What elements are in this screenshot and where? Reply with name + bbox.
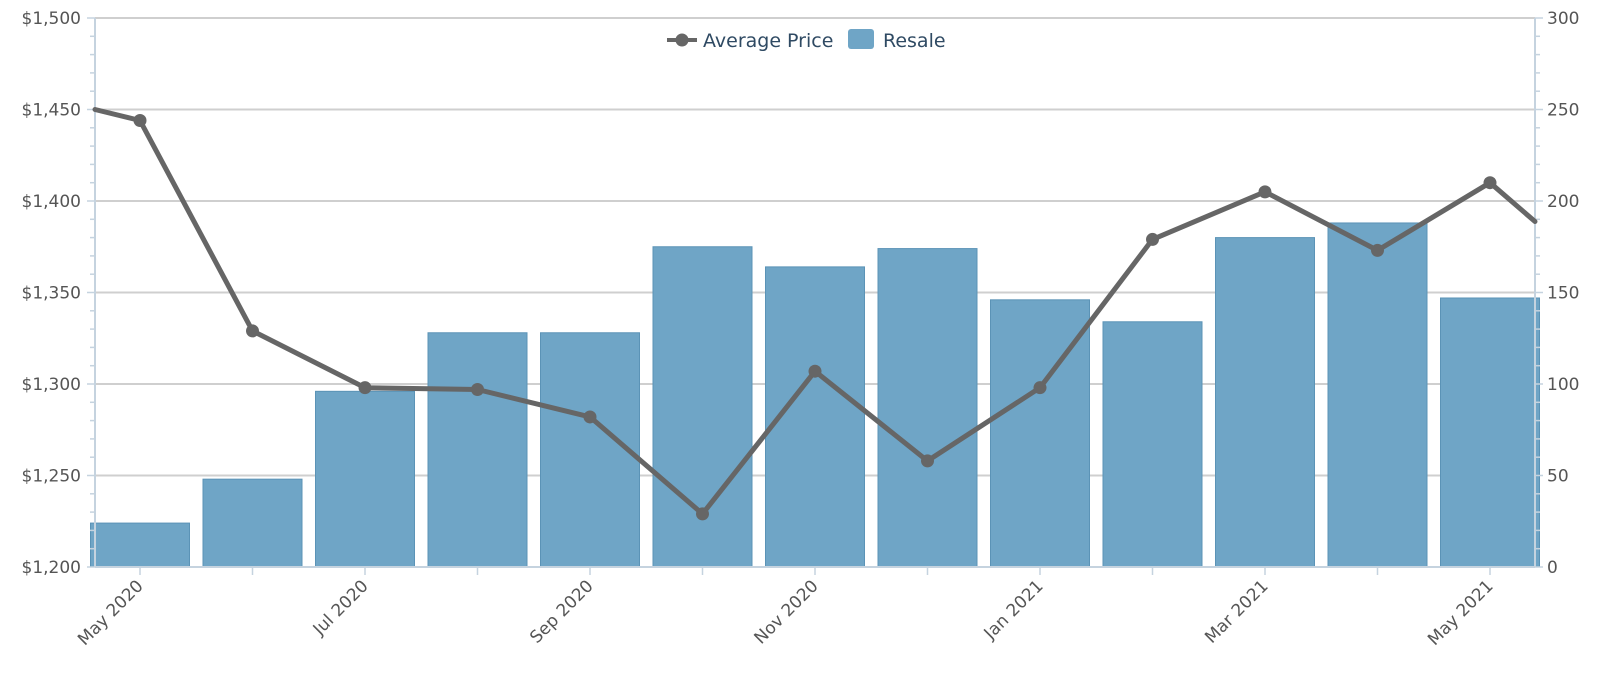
resale-bar — [427, 332, 528, 568]
y-left-tick-label: $1,350 — [22, 284, 81, 304]
resale-bar — [202, 478, 303, 568]
average-price-point — [921, 454, 934, 468]
y-right-tick-label: 250 — [1547, 101, 1579, 121]
resale-bar — [1215, 237, 1315, 568]
resale-bar — [1327, 222, 1428, 568]
legend-item-resale[interactable]: Resale — [848, 29, 946, 52]
average-price-point — [808, 364, 822, 378]
x-tick-label: Jul 2020 — [309, 576, 373, 640]
legend-label-resale: Resale — [883, 30, 946, 52]
average-price-point — [471, 382, 484, 396]
average-price-point — [696, 507, 709, 521]
resale-bars — [90, 222, 1540, 568]
resale-bar — [877, 248, 978, 568]
average-price-point — [246, 324, 259, 338]
y-right-tick-label: 200 — [1547, 192, 1579, 212]
average-price-point — [583, 410, 597, 424]
x-tick-label: Mar 2021 — [1201, 576, 1272, 647]
average-price-point — [1371, 243, 1384, 257]
x-tick-label: Sep 2020 — [526, 576, 597, 647]
average-price-point — [1033, 381, 1047, 395]
average-price-point — [1146, 232, 1159, 246]
y-right-tick-label: 150 — [1547, 284, 1579, 304]
average-price-point — [1483, 176, 1497, 190]
resale-bar — [315, 390, 415, 568]
legend-swatch-icon — [848, 29, 874, 49]
y-left-tick-label: $1,300 — [22, 375, 81, 395]
y-right-tick-label: 100 — [1547, 375, 1579, 395]
legend: Average Price Resale — [667, 29, 946, 52]
x-tick-label: May 2021 — [1424, 576, 1497, 649]
x-tick-label: Jan 2021 — [980, 576, 1048, 644]
average-price-line — [92, 107, 1538, 521]
x-tick-label: Nov 2020 — [751, 576, 823, 648]
y-left-tick-label: $1,400 — [22, 192, 81, 212]
y-right-tick-label: 0 — [1547, 558, 1558, 578]
average-price-point — [133, 113, 147, 127]
y-left-tick-label: $1,250 — [22, 467, 81, 487]
resale-bar — [90, 522, 190, 568]
average-price-point — [358, 381, 372, 395]
y-left-tick-label: $1,500 — [22, 9, 81, 29]
legend-marker-icon — [675, 33, 689, 47]
average-price-point — [1258, 185, 1272, 199]
y-left-tick-label: $1,200 — [22, 558, 81, 578]
resale-bar — [1102, 321, 1203, 568]
y-left-tick-label: $1,450 — [22, 101, 81, 121]
resale-bar — [1440, 297, 1540, 568]
x-tick-label: May 2020 — [74, 576, 147, 649]
legend-item-average-price[interactable]: Average Price — [667, 30, 833, 52]
legend-label-average-price: Average Price — [703, 30, 833, 52]
y-right-tick-label: 300 — [1547, 9, 1579, 29]
y-right-tick-label: 50 — [1547, 467, 1569, 487]
